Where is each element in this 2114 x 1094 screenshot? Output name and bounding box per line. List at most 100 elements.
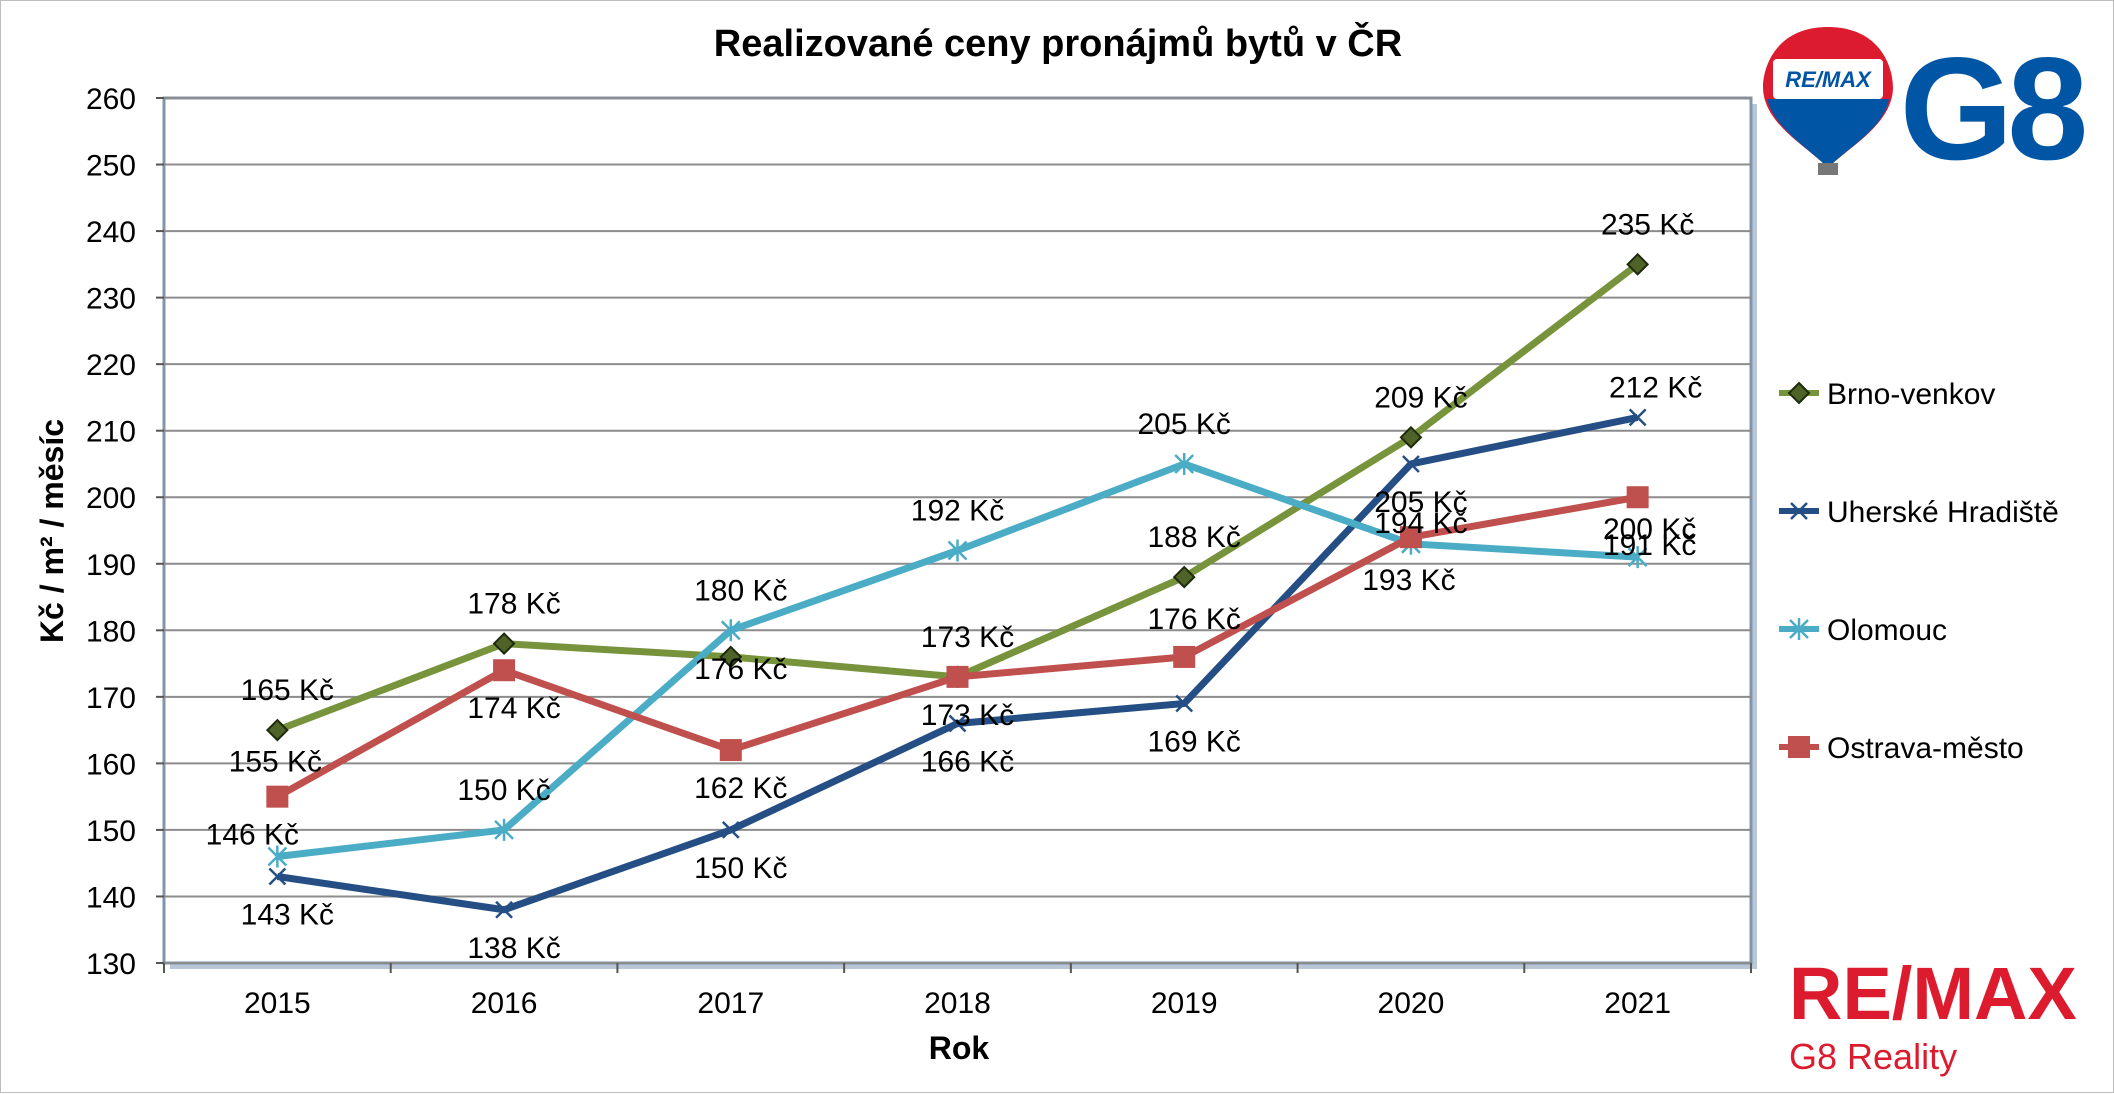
y-tick-label: 230 xyxy=(86,283,136,316)
data-label: 150 Kč xyxy=(457,774,550,807)
data-labels: 165 Kč 178 Kč 176 Kč 173 Kč 188 Kč 209 Kč 235 … xyxy=(206,208,1703,964)
data-point-marker xyxy=(948,714,967,733)
x-axis-title: Rok xyxy=(929,1030,990,1066)
data-label: 235 Kč xyxy=(1601,208,1694,241)
y-tick-label: 220 xyxy=(86,349,136,382)
y-axis-ticks: 130 140 150 160 170 180 190 200 210 220 230 240 250 2… xyxy=(86,83,164,981)
g8-reality-wordmark: G8 Reality xyxy=(1789,1036,1957,1077)
legend-label: Uherské Hradiště xyxy=(1827,496,2059,529)
legend-label: Brno-venkov xyxy=(1827,378,1995,411)
data-label: 192 Kč xyxy=(911,494,1004,527)
remax-g8-logo: RE/MAX G8 xyxy=(1763,27,2090,190)
data-label: 191 Kč xyxy=(1603,529,1696,562)
y-tick-label: 140 xyxy=(86,881,136,914)
plot-background xyxy=(162,96,1753,965)
remax-g8-reality-logo: RE/MAX G8 Reality xyxy=(1789,952,2077,1077)
data-label: 165 Kč xyxy=(241,674,334,707)
data-label: 146 Kč xyxy=(206,819,299,852)
g8-wordmark: G8 xyxy=(1900,27,2085,190)
data-label: 200 Kč xyxy=(1603,513,1696,546)
legend-item: Olomouc xyxy=(1779,614,1947,647)
data-point-marker xyxy=(1790,502,1808,520)
data-label: 143 Kč xyxy=(241,899,334,932)
data-label: 205 Kč xyxy=(1374,486,1467,519)
data-label: 174 Kč xyxy=(467,692,560,725)
data-point-marker xyxy=(493,659,516,682)
y-tick-label: 150 xyxy=(86,815,136,848)
y-tick-label: 260 xyxy=(86,83,136,116)
legend-item: Ostrava-město xyxy=(1779,732,2024,765)
x-axis-ticks: 2015 2016 2017 2018 2019 2020 2021 xyxy=(163,963,1752,1020)
balloon-icon xyxy=(1763,27,1893,175)
data-point-marker xyxy=(1789,618,1809,640)
data-point-marker xyxy=(719,739,742,762)
y-tick-label: 160 xyxy=(86,748,136,781)
data-label: 176 Kč xyxy=(1148,603,1241,636)
x-tick-label: 2020 xyxy=(1378,987,1445,1020)
y-tick-label: 130 xyxy=(86,948,136,981)
data-label: 194 Kč xyxy=(1374,507,1467,540)
data-point-marker xyxy=(1399,526,1422,549)
legend-label: Ostrava-město xyxy=(1827,732,2024,765)
data-point-marker xyxy=(1788,736,1810,758)
data-point-marker xyxy=(267,845,288,868)
data-label: 178 Kč xyxy=(467,588,560,621)
data-label: 205 Kč xyxy=(1138,408,1231,441)
x-tick-label: 2021 xyxy=(1604,987,1671,1020)
series-2 xyxy=(268,408,1647,919)
data-label: 166 Kč xyxy=(921,745,1014,778)
data-point-marker xyxy=(266,785,289,808)
data-point-marker xyxy=(268,867,287,886)
data-point-marker xyxy=(1175,694,1194,713)
y-tick-label: 170 xyxy=(86,682,136,715)
chart-title: Realizované ceny pronájmů bytů v ČR xyxy=(714,20,1402,65)
series-4 xyxy=(266,486,1649,808)
x-tick-label: 2019 xyxy=(1151,987,1218,1020)
data-point-marker xyxy=(947,539,968,562)
gridlines xyxy=(164,97,1751,964)
x-tick-label: 2016 xyxy=(471,987,538,1020)
data-label: 173 Kč xyxy=(921,621,1014,654)
x-tick-label: 2018 xyxy=(924,987,991,1020)
data-label: 155 Kč xyxy=(229,746,322,779)
y-axis-title: Kč / m² / měsíc xyxy=(34,419,70,643)
data-point-marker xyxy=(1174,452,1195,475)
data-label: 209 Kč xyxy=(1374,381,1467,414)
balloon-wordmark: RE/MAX xyxy=(1785,67,1872,92)
y-tick-label: 180 xyxy=(86,615,136,648)
data-point-marker xyxy=(721,821,740,839)
data-label: 188 Kč xyxy=(1148,521,1241,554)
data-point-marker xyxy=(1399,425,1423,449)
data-label: 169 Kč xyxy=(1148,726,1241,759)
data-label: 180 Kč xyxy=(694,574,787,607)
legend-item: Uherské Hradiště xyxy=(1779,496,2059,529)
data-point-marker xyxy=(1172,565,1196,589)
data-label: 212 Kč xyxy=(1609,371,1702,404)
data-point-marker xyxy=(1402,455,1420,473)
data-point-marker xyxy=(1627,546,1648,569)
data-point-marker xyxy=(946,665,969,688)
x-tick-label: 2017 xyxy=(697,987,764,1020)
data-label: 162 Kč xyxy=(694,772,787,805)
series-layer xyxy=(265,252,1650,919)
y-tick-label: 190 xyxy=(86,549,136,582)
data-point-marker xyxy=(1628,408,1647,427)
data-label: 138 Kč xyxy=(467,932,560,965)
data-label: 150 Kč xyxy=(694,852,787,885)
data-label: 173 Kč xyxy=(921,699,1014,732)
data-point-marker xyxy=(1626,252,1650,276)
data-point-marker xyxy=(494,818,514,841)
data-point-marker xyxy=(1626,486,1649,509)
data-point-marker xyxy=(1787,381,1811,405)
y-tick-label: 210 xyxy=(86,416,136,449)
data-point-marker xyxy=(495,900,513,919)
data-point-marker xyxy=(720,619,741,642)
data-point-marker xyxy=(1173,645,1196,668)
data-label: 176 Kč xyxy=(694,653,787,686)
legend-item: Brno-venkov xyxy=(1779,378,1995,411)
data-point-marker xyxy=(719,645,743,669)
x-tick-label: 2015 xyxy=(244,987,311,1020)
y-tick-label: 240 xyxy=(86,216,136,249)
